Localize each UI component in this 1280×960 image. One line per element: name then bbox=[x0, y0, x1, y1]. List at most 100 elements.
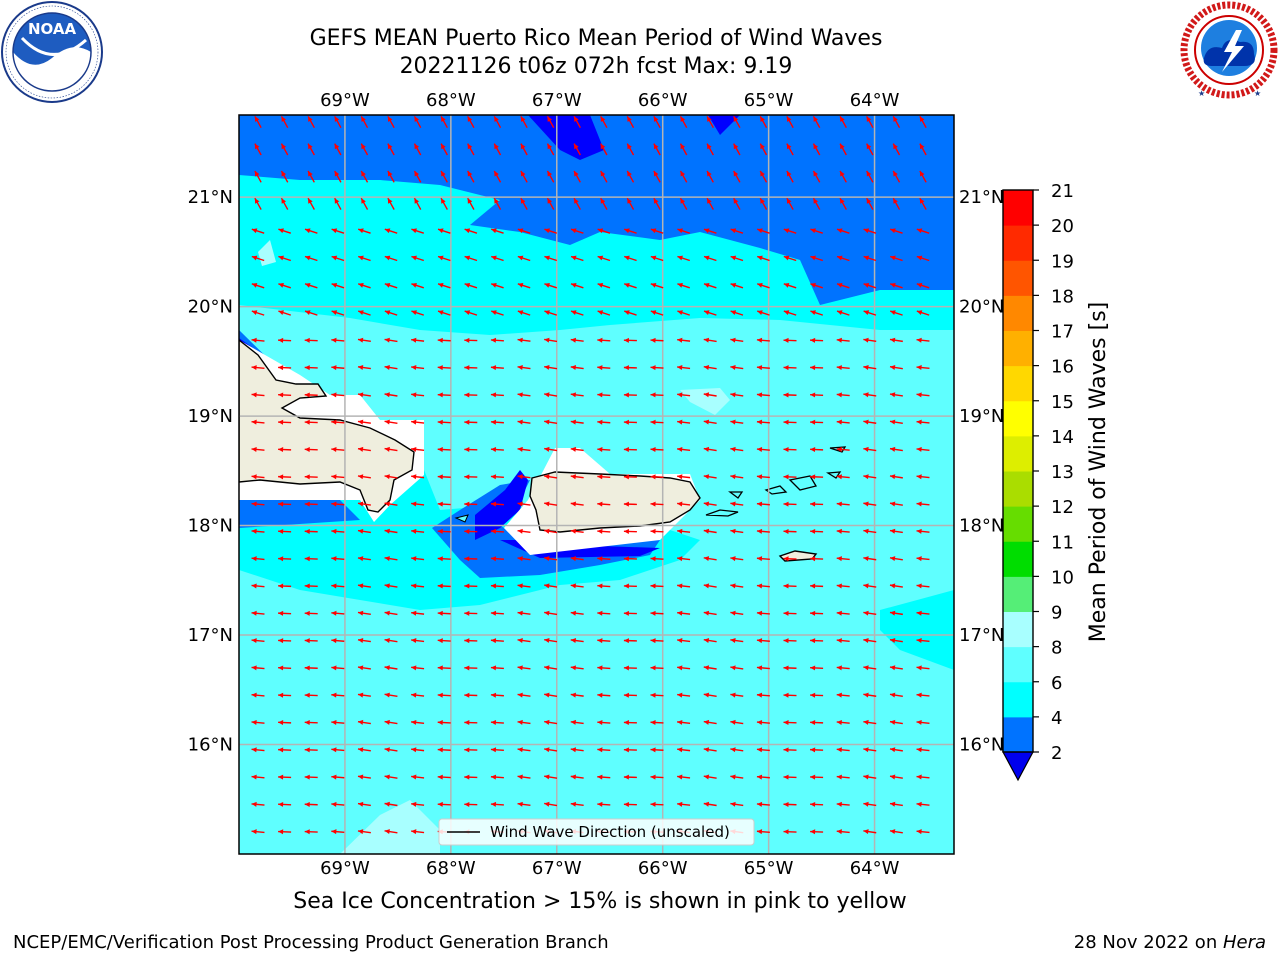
wind-wave-arrow bbox=[756, 446, 770, 452]
wind-wave-arrow bbox=[546, 170, 555, 183]
wind-wave-arrow bbox=[251, 829, 265, 835]
wind-wave-arrow bbox=[387, 115, 395, 129]
colorbar-tick-label: 9 bbox=[1051, 603, 1062, 624]
wind-wave-arrow bbox=[863, 801, 877, 807]
wind-wave-arrow bbox=[384, 419, 398, 425]
wind-wave-arrow bbox=[597, 419, 611, 425]
wind-wave-arrow bbox=[730, 365, 744, 370]
wind-wave-arrow bbox=[411, 692, 425, 698]
wind-wave-arrow bbox=[756, 474, 770, 480]
wind-wave-arrow bbox=[623, 447, 637, 453]
wind-wave-arrow bbox=[334, 197, 342, 210]
chart-title: GEFS MEAN Puerto Rico Mean Period of Win… bbox=[309, 26, 883, 51]
wind-wave-arrow bbox=[597, 528, 611, 534]
wind-wave-arrow bbox=[783, 419, 797, 425]
wind-wave-arrow bbox=[679, 115, 688, 129]
wind-wave-arrow bbox=[650, 556, 664, 562]
wind-wave-arrow bbox=[863, 365, 877, 370]
wind-wave-arrow bbox=[411, 638, 425, 644]
wind-wave-arrow bbox=[889, 638, 903, 643]
lat-label-right: 16°N bbox=[959, 735, 1004, 756]
wind-wave-arrow bbox=[437, 419, 451, 425]
wind-wave-arrow bbox=[759, 170, 768, 183]
wind-wave-arrow bbox=[357, 610, 371, 616]
colorbar-tick-label: 12 bbox=[1051, 497, 1074, 518]
wind-wave-arrow bbox=[836, 829, 850, 835]
wind-wave-arrow bbox=[491, 282, 504, 289]
wind-wave-arrow bbox=[650, 665, 664, 671]
wind-wave-arrow bbox=[730, 556, 744, 562]
wind-wave-arrow bbox=[786, 170, 794, 183]
wind-wave-arrow bbox=[544, 556, 558, 562]
wind-wave-arrow bbox=[278, 692, 292, 698]
lat-label-left: 21°N bbox=[188, 187, 233, 208]
wind-wave-arrow bbox=[384, 801, 398, 807]
lat-label-right: 18°N bbox=[959, 516, 1004, 537]
colorbar-bin bbox=[1003, 646, 1033, 683]
colorbar-bin bbox=[1003, 435, 1033, 472]
wind-wave-arrow bbox=[517, 610, 531, 616]
wind-wave-arrow bbox=[570, 747, 584, 753]
wind-wave-arrow bbox=[597, 474, 611, 480]
colorbar-bin bbox=[1003, 190, 1033, 226]
wind-wave-arrow bbox=[437, 774, 451, 780]
wind-wave-arrow bbox=[251, 665, 265, 671]
wind-wave-arrow bbox=[464, 501, 478, 507]
wind-wave-arrow bbox=[307, 197, 315, 210]
lat-label-right: 17°N bbox=[959, 625, 1004, 646]
wind-wave-arrow bbox=[570, 692, 584, 698]
colorbar-bin bbox=[1003, 611, 1033, 648]
wind-wave-arrow bbox=[517, 446, 531, 452]
wind-wave-arrow bbox=[623, 583, 637, 589]
wind-wave-arrow bbox=[810, 392, 824, 398]
wind-wave-arrow bbox=[570, 228, 584, 234]
wind-wave-arrow bbox=[890, 228, 903, 234]
wind-wave-arrow bbox=[570, 638, 584, 643]
lon-label-bottom: 67°W bbox=[532, 858, 582, 879]
wind-wave-arrow bbox=[411, 556, 425, 562]
wind-wave-arrow bbox=[677, 556, 691, 562]
wind-wave-arrow bbox=[467, 170, 475, 183]
wind-wave-arrow bbox=[411, 392, 425, 398]
wind-wave-arrow bbox=[650, 747, 664, 753]
wind-wave-arrow bbox=[730, 474, 744, 480]
wind-wave-arrow bbox=[544, 747, 558, 753]
wind-wave-arrow bbox=[889, 747, 903, 753]
wind-wave-arrow bbox=[544, 501, 558, 507]
wind-wave-arrow bbox=[544, 801, 558, 807]
wind-wave-arrow bbox=[544, 583, 558, 589]
wind-wave-arrow bbox=[783, 583, 797, 589]
wind-wave-arrow bbox=[517, 419, 531, 425]
wind-wave-arrow bbox=[733, 197, 741, 210]
wind-wave-arrow bbox=[490, 610, 504, 616]
wind-wave-arrow bbox=[757, 282, 770, 289]
wind-wave-arrow bbox=[544, 282, 557, 289]
wind-wave-arrow bbox=[544, 637, 558, 643]
wind-wave-arrow bbox=[544, 228, 557, 234]
wind-wave-arrow bbox=[677, 583, 691, 589]
contour-8-9s-patch1 bbox=[680, 388, 730, 415]
wind-wave-arrow bbox=[544, 446, 558, 452]
wind-wave-arrow bbox=[889, 801, 903, 807]
wind-wave-arrow bbox=[916, 310, 930, 316]
wind-wave-arrow bbox=[251, 610, 265, 616]
wind-wave-arrow bbox=[756, 829, 770, 835]
wind-wave-arrow bbox=[810, 638, 824, 644]
colorbar-bin bbox=[1003, 260, 1033, 296]
wind-wave-arrow bbox=[464, 447, 478, 453]
wind-wave-arrow bbox=[570, 446, 584, 452]
wind-wave-arrow bbox=[251, 501, 265, 507]
wind-wave-arrow bbox=[677, 774, 691, 780]
wind-wave-arrow bbox=[916, 692, 930, 698]
wind-wave-arrow bbox=[597, 610, 611, 616]
wind-wave-arrow bbox=[730, 692, 744, 698]
wind-wave-arrow bbox=[517, 665, 531, 671]
wind-wave-arrow bbox=[437, 310, 451, 316]
wind-wave-arrow bbox=[650, 610, 664, 616]
wind-wave-arrow bbox=[358, 310, 371, 316]
wind-wave-arrow bbox=[570, 282, 584, 289]
wind-wave-arrow bbox=[437, 255, 451, 262]
colorbar-tick-label: 8 bbox=[1051, 638, 1062, 659]
wind-wave-arrow bbox=[597, 447, 611, 452]
wind-wave-arrow bbox=[437, 474, 451, 480]
